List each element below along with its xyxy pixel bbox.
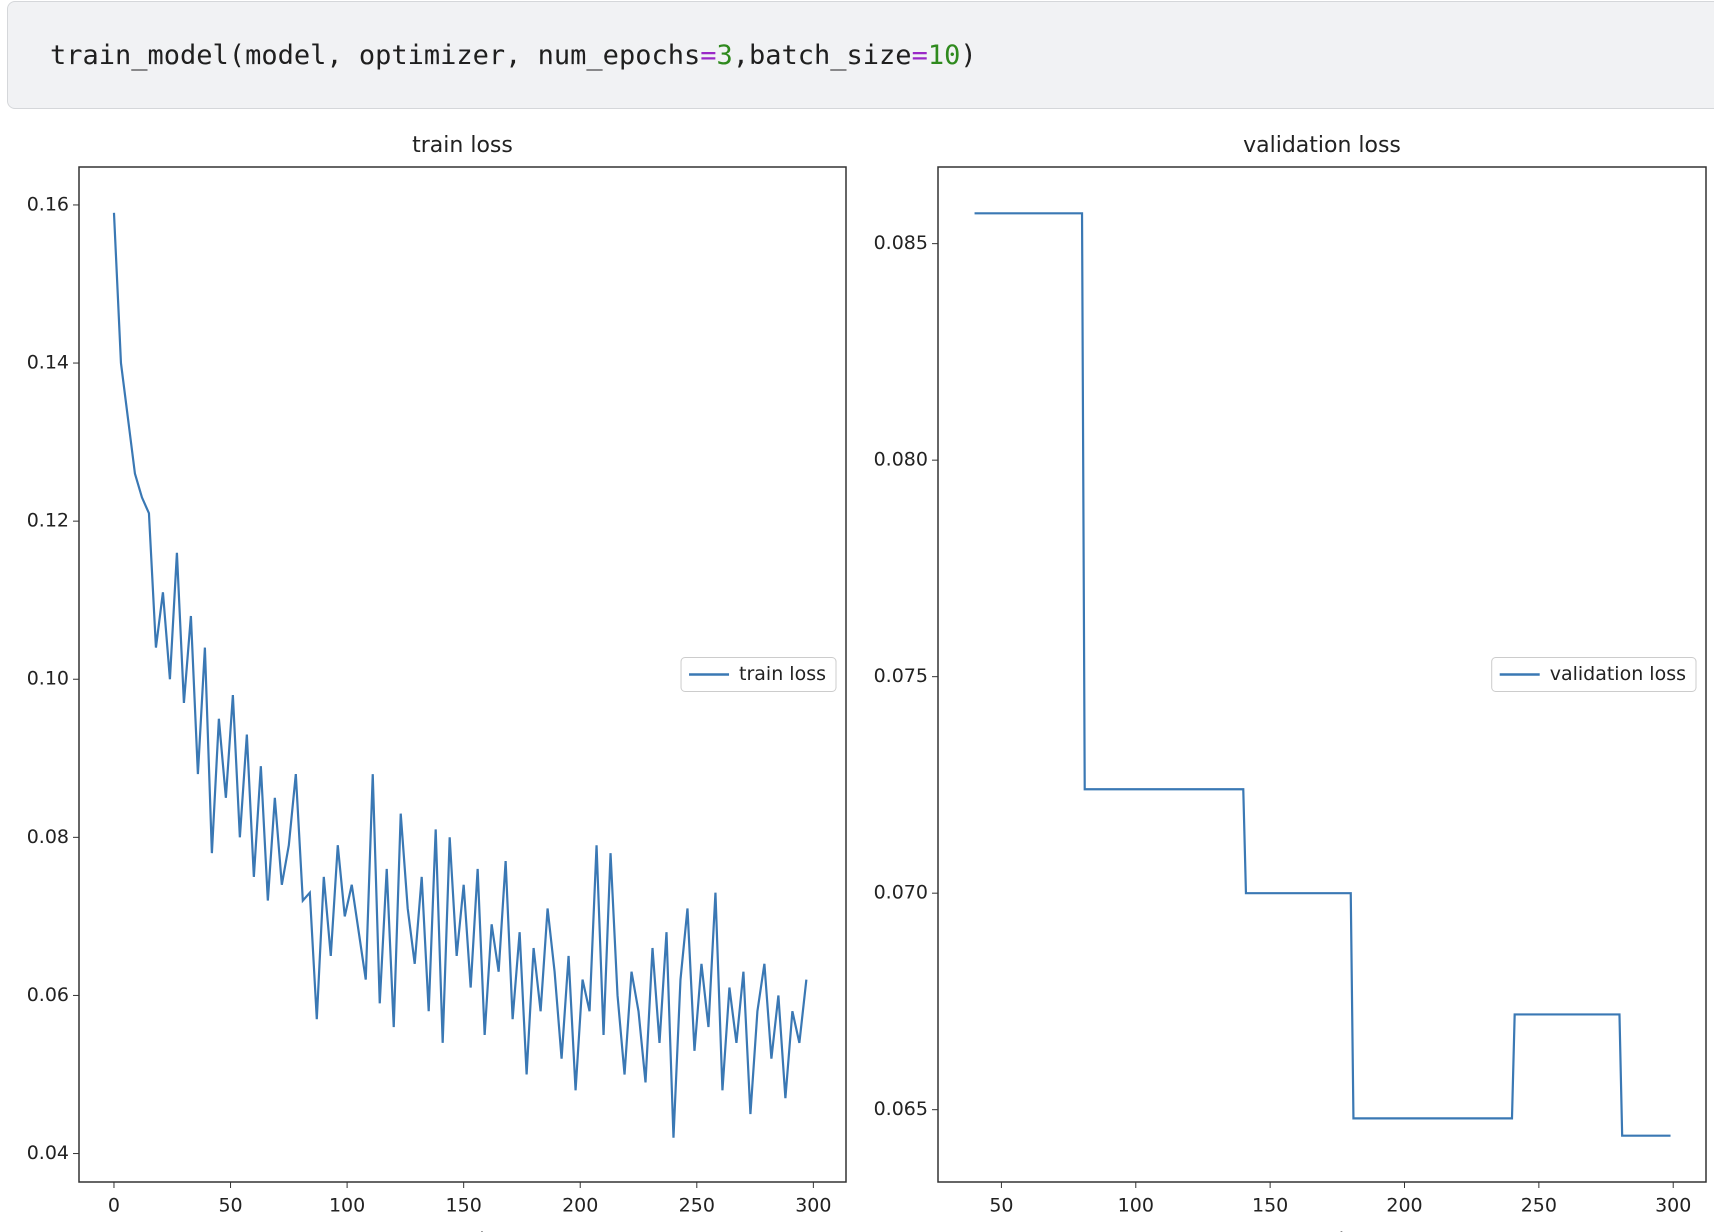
y-tick-label: 0.080 bbox=[874, 449, 928, 471]
x-axis-label: epoch bbox=[434, 1229, 492, 1232]
y-tick-label: 0.16 bbox=[27, 193, 69, 215]
y-tick-label: 0.08 bbox=[27, 826, 69, 848]
x-tick-label: 150 bbox=[1252, 1195, 1288, 1217]
y-tick-label: 0.12 bbox=[27, 510, 69, 532]
code-operator: = bbox=[911, 40, 928, 71]
x-tick-label: 0 bbox=[108, 1195, 120, 1217]
code-text: ,batch_size bbox=[732, 40, 912, 71]
plot-frame bbox=[78, 166, 847, 1183]
x-tick-label: 250 bbox=[679, 1195, 715, 1217]
x-tick-label: 150 bbox=[446, 1195, 482, 1217]
code-operator: = bbox=[700, 40, 717, 71]
code-number: 10 bbox=[927, 40, 961, 71]
x-axis-label: epoch bbox=[1293, 1229, 1351, 1232]
x-tick-label: 300 bbox=[795, 1195, 831, 1217]
code-cell: train_model(model, optimizer, num_epochs… bbox=[7, 1, 1714, 109]
x-tick-label: 200 bbox=[562, 1195, 598, 1217]
x-tick-label: 300 bbox=[1655, 1195, 1691, 1217]
legend-label: train loss bbox=[739, 663, 826, 685]
x-tick-label: 200 bbox=[1386, 1195, 1422, 1217]
data-line bbox=[112, 212, 808, 1138]
y-tick-label: 0.10 bbox=[27, 668, 69, 690]
y-tick-label: 0.085 bbox=[874, 232, 928, 254]
x-tick-label: 100 bbox=[329, 1195, 365, 1217]
legend-label: validation loss bbox=[1550, 663, 1686, 685]
code-number: 3 bbox=[716, 40, 733, 71]
x-tick-label: 50 bbox=[218, 1195, 242, 1217]
legend-box bbox=[680, 657, 837, 692]
x-tick-label: 250 bbox=[1521, 1195, 1557, 1217]
chart-title: train loss bbox=[412, 133, 513, 158]
plot-frame bbox=[937, 166, 1707, 1183]
code-text: train_model(model, optimizer, num_epochs bbox=[50, 40, 701, 71]
y-tick-label: 0.070 bbox=[874, 882, 928, 904]
y-tick-label: 0.14 bbox=[27, 352, 69, 374]
y-tick-label: 0.065 bbox=[874, 1098, 928, 1120]
y-tick-label: 0.04 bbox=[27, 1142, 69, 1164]
x-tick-label: 100 bbox=[1118, 1195, 1154, 1217]
legend-box bbox=[1491, 657, 1697, 692]
y-tick-label: 0.06 bbox=[27, 984, 69, 1006]
chart-title: validation loss bbox=[1243, 133, 1401, 158]
x-tick-label: 50 bbox=[989, 1195, 1013, 1217]
y-tick-label: 0.075 bbox=[874, 665, 928, 687]
code-text: ) bbox=[960, 40, 977, 71]
data-line bbox=[974, 212, 1671, 1137]
